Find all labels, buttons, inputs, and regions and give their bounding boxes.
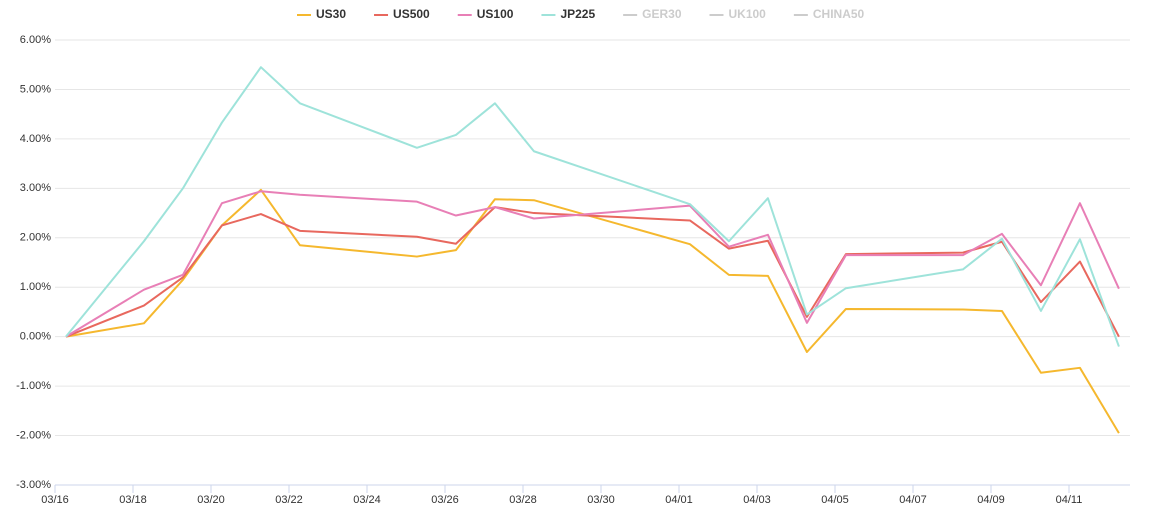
series-line bbox=[65, 206, 1120, 338]
legend-item[interactable]: US100 bbox=[457, 7, 514, 21]
legend-label: US500 bbox=[393, 7, 430, 21]
x-tick-label: 04/11 bbox=[1056, 494, 1083, 506]
legend-label: CHINA50 bbox=[813, 7, 865, 21]
legend: US30 US500 US100 JP225 GER30 UK100 CHINA50 bbox=[297, 7, 865, 21]
legend-label: US30 bbox=[316, 7, 346, 21]
x-tick-label: 04/09 bbox=[977, 494, 1005, 506]
x-tick-label: 03/30 bbox=[587, 494, 615, 506]
y-tick-label: -2.00% bbox=[16, 429, 51, 441]
y-tick-label: 2.00% bbox=[20, 232, 51, 244]
y-tick-label: 0.00% bbox=[20, 331, 51, 343]
y-tick-label: -3.00% bbox=[16, 479, 51, 491]
legend-label: UK100 bbox=[729, 7, 767, 21]
x-tick-label: 04/05 bbox=[821, 494, 849, 506]
y-tick-label: -1.00% bbox=[16, 380, 51, 392]
series-line bbox=[65, 188, 1120, 434]
y-tick-label: 5.00% bbox=[20, 83, 51, 95]
series-line bbox=[65, 66, 1120, 347]
x-tick-label: 03/28 bbox=[509, 494, 537, 506]
x-tick-label: 04/01 bbox=[665, 494, 693, 506]
legend-label: JP225 bbox=[560, 7, 595, 21]
x-tick-label: 03/22 bbox=[275, 494, 303, 506]
legend-label: GER30 bbox=[642, 7, 682, 21]
legend-label: US100 bbox=[477, 7, 514, 21]
x-tick-label: 03/24 bbox=[353, 494, 381, 506]
y-tick-label: 6.00% bbox=[20, 34, 51, 46]
legend-item[interactable]: GER30 bbox=[623, 7, 682, 21]
legend-item[interactable]: US500 bbox=[374, 7, 430, 21]
x-tick-label: 03/18 bbox=[119, 494, 147, 506]
x-tick-label: 03/26 bbox=[431, 494, 459, 506]
x-tick-label: 03/16 bbox=[41, 494, 69, 506]
legend-item[interactable]: UK100 bbox=[709, 7, 767, 21]
legend-item[interactable]: CHINA50 bbox=[793, 7, 865, 21]
legend-item[interactable]: US30 bbox=[297, 7, 346, 21]
x-tick-label: 03/20 bbox=[197, 494, 225, 506]
y-tick-label: 3.00% bbox=[20, 182, 51, 194]
legend-item[interactable]: JP225 bbox=[541, 7, 595, 21]
series-line bbox=[65, 190, 1120, 338]
x-tick-label: 04/07 bbox=[899, 494, 927, 506]
x-tick-label: 04/03 bbox=[743, 494, 771, 506]
y-tick-label: 1.00% bbox=[20, 281, 51, 293]
y-tick-label: 4.00% bbox=[20, 133, 51, 145]
